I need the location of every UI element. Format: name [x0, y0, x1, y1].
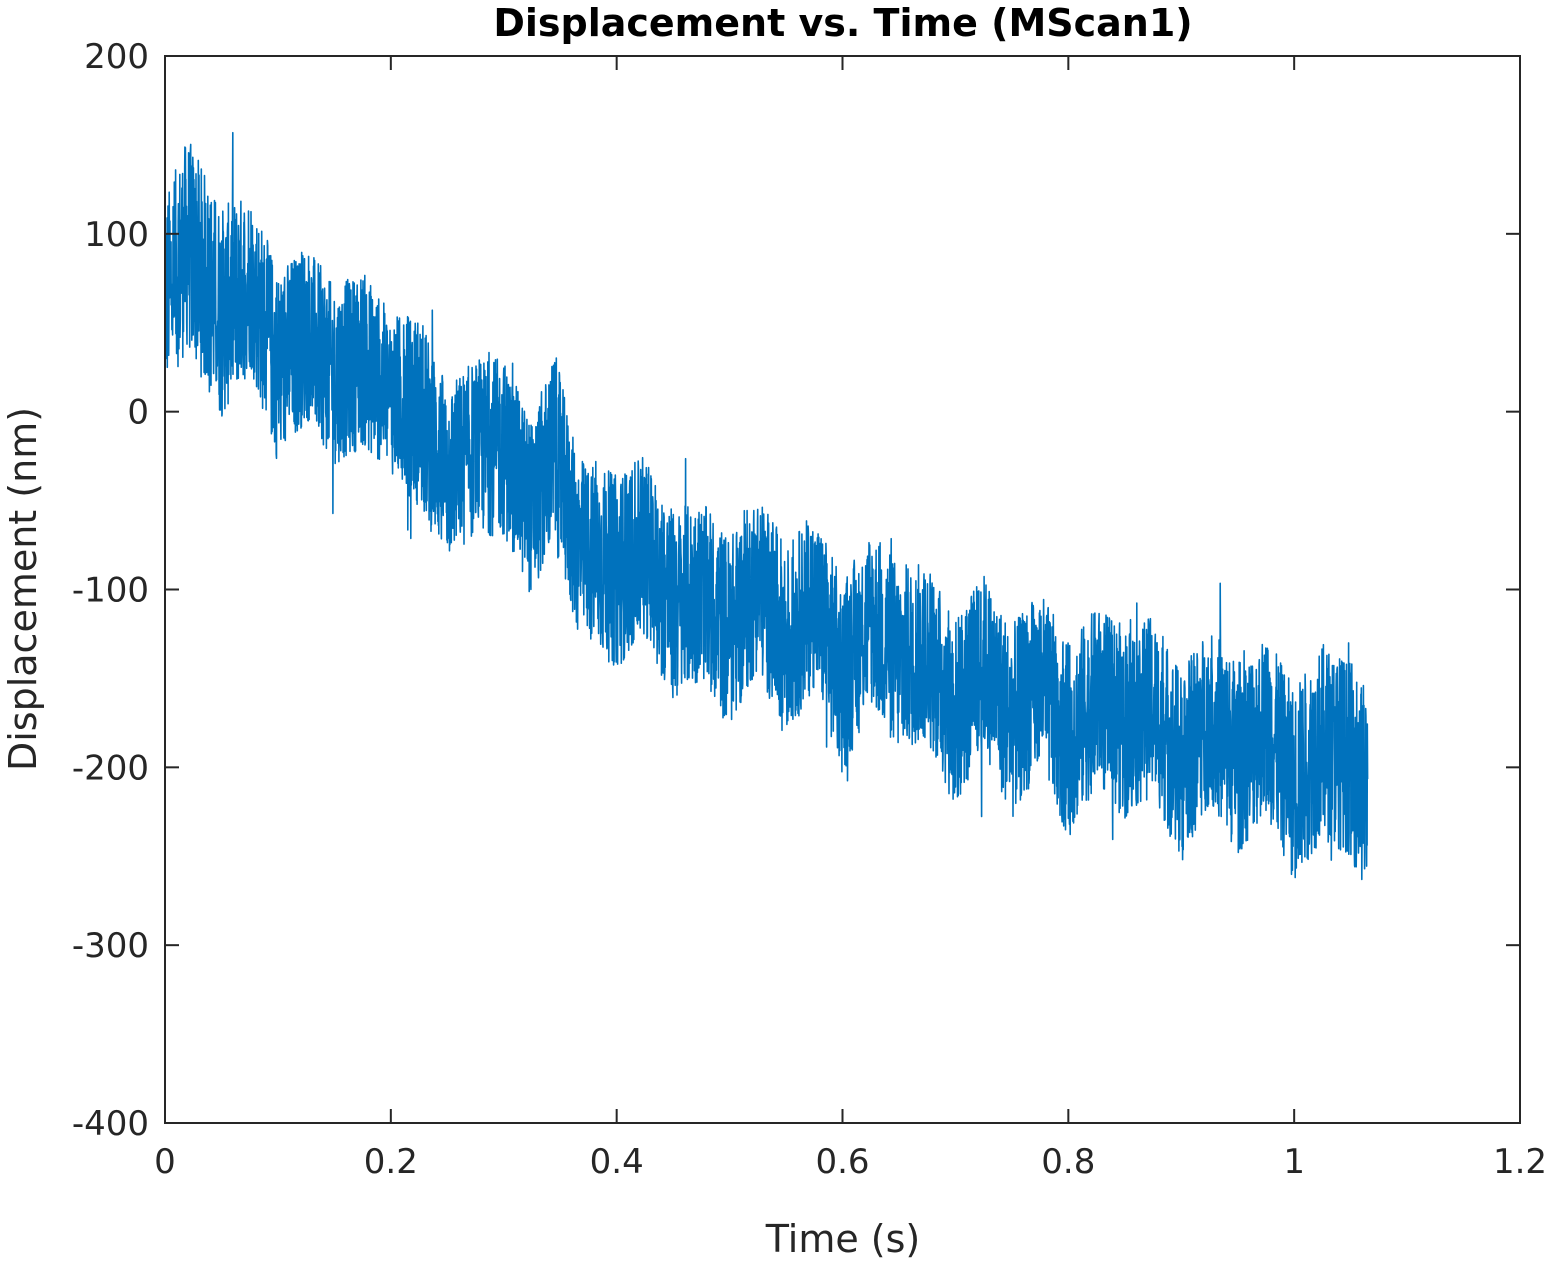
y-tick-label: 0: [127, 393, 149, 433]
y-tick-label: -300: [72, 926, 149, 966]
x-axis: 0 0.2 0.4 0.6 0.8 1 1.2: [154, 56, 1547, 1182]
chart-title: Displacement vs. Time (MScan1): [493, 1, 1192, 45]
y-tick-label: 200: [84, 37, 149, 77]
x-tick-label: 0.6: [815, 1142, 869, 1182]
displacement-series-line: [164, 131, 1369, 881]
y-tick-label: 100: [84, 215, 149, 255]
series-group: [164, 131, 1369, 881]
y-tick-label: -200: [72, 748, 149, 788]
y-axis-label: Displacement (nm): [1, 407, 45, 771]
y-axis: 200 100 0 -100 -200 -300 -400: [72, 37, 1520, 1144]
x-tick-label: 1: [1283, 1142, 1305, 1182]
y-tick-label: -100: [72, 571, 149, 611]
axes-box: [164, 55, 1521, 1124]
x-tick-label: 0.2: [364, 1142, 418, 1182]
x-tick-label: 1.2: [1493, 1142, 1547, 1182]
x-tick-label: 0.8: [1041, 1142, 1095, 1182]
y-tick-label: -400: [72, 1104, 149, 1144]
x-axis-label: Time (s): [765, 1217, 921, 1261]
x-tick-label: 0: [154, 1142, 176, 1182]
x-tick-label: 0.4: [590, 1142, 644, 1182]
